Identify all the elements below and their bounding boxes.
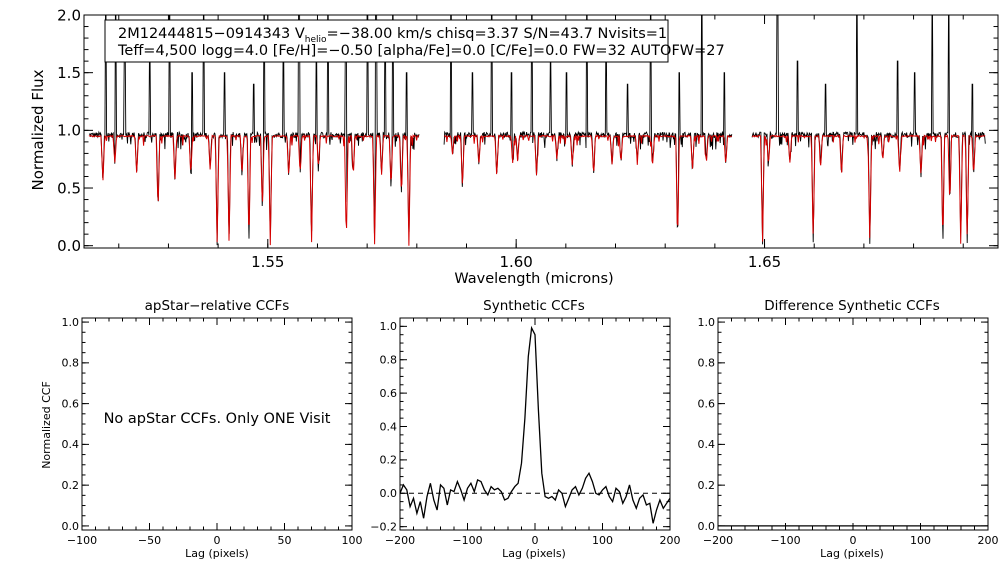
y-tick-label: 0.4 (698, 438, 716, 451)
model-spectrum-chip-2 (443, 133, 733, 226)
y-tick-label: 0.0 (57, 237, 81, 255)
x-tick-label: 100 (910, 534, 931, 547)
y-tick-label: 2.0 (57, 6, 81, 24)
apstar-ccf-x-axis-label: Lag (pixels) (185, 547, 249, 560)
spectrum-annotation-box: 2M12444815−0914343 Vhelio=−38.00 km/s ch… (104, 19, 725, 63)
y-tick-label: 0.6 (62, 397, 80, 410)
synthetic-ccf-panel: −200 −100 0 100 200 −0.2 0.0 0.2 0.4 0.6 0.8 1.0 Sy… (370, 298, 680, 560)
x-tick-label: 1.60 (499, 253, 532, 271)
y-tick-label: 0.2 (62, 479, 80, 492)
y-tick-label: 0.8 (380, 354, 398, 367)
difference-ccf-panel: −200 −100 0 100 200 0.0 0.2 0.4 0.6 0.8 1.0 Differ… (698, 298, 999, 560)
y-tick-label: −0.2 (370, 521, 397, 534)
x-tick-label: 1.55 (251, 253, 284, 271)
difference-ccf-title: Difference Synthetic CCFs (764, 298, 940, 314)
apstar-ccf-title: apStar−relative CCFs (145, 298, 290, 314)
annotation-line-2: Teff=4,500 logg=4.0 [Fe/H]=−0.50 [alpha/… (117, 43, 725, 59)
apstar-ccf-panel: −100 −50 0 50 100 0.0 0.2 0.4 0.6 0.8 1.0 apStar−r… (40, 298, 363, 560)
difference-ccf-x-axis-label: Lag (pixels) (820, 547, 884, 560)
y-tick-label: 0.8 (698, 357, 716, 370)
model-spectrum-chip-1 (88, 133, 420, 246)
spectrum-y-axis-label: Normalized Flux (29, 69, 47, 190)
y-tick-label: 1.0 (380, 320, 398, 333)
x-tick-label: −100 (452, 534, 482, 547)
annotation-line-1: 2M12444815−0914343 Vhelio=−38.00 km/s ch… (118, 26, 667, 45)
x-tick-label: 200 (978, 534, 999, 547)
x-tick-label: 200 (660, 534, 681, 547)
y-tick-label: 1.0 (698, 316, 716, 329)
y-tick-label: 0.2 (698, 479, 716, 492)
y-tick-label: 0.0 (698, 520, 716, 533)
y-tick-label: 0.0 (62, 520, 80, 533)
y-tick-label: 0.6 (698, 397, 716, 410)
y-tick-label: 0.2 (380, 454, 398, 467)
apstar-ccf-plot-frame (81, 317, 353, 531)
x-tick-label: −200 (385, 534, 415, 547)
y-tick-label: 1.5 (57, 64, 81, 82)
x-tick-label: 0 (850, 534, 857, 547)
x-tick-label: −200 (703, 534, 733, 547)
synthetic-ccf-curve (399, 325, 671, 524)
y-tick-label: 1.0 (57, 122, 81, 140)
apstar-ccf-no-data-message: No apStar CCFs. Only ONE Visit (104, 411, 331, 427)
y-tick-label: 1.0 (62, 316, 80, 329)
x-tick-label: 0 (214, 534, 221, 547)
y-tick-label: 0.4 (380, 420, 398, 433)
x-tick-label: 1.65 (748, 253, 781, 271)
model-spectrum-chip-3 (751, 134, 986, 244)
y-tick-label: 0.5 (57, 179, 81, 197)
y-tick-label: 0.6 (380, 387, 398, 400)
spectrum-plot-frame (83, 14, 999, 249)
synthetic-ccf-plot-frame (399, 317, 671, 531)
x-tick-label: −100 (67, 534, 97, 547)
x-tick-label: −100 (770, 534, 800, 547)
synthetic-ccf-x-axis-label: Lag (pixels) (502, 547, 566, 560)
synthetic-ccf-title: Synthetic CCFs (483, 298, 585, 314)
spectrum-panel: 1.55 1.60 1.65 0.0 0.5 1.0 1.5 2.0 2M12444815−0… (29, 6, 999, 287)
x-tick-label: 50 (278, 534, 292, 547)
x-tick-label: −50 (138, 534, 161, 547)
x-tick-label: 100 (592, 534, 613, 547)
x-tick-label: 100 (342, 534, 363, 547)
y-tick-label: 0.8 (62, 357, 80, 370)
spectrum-x-axis-label: Wavelength (microns) (454, 271, 613, 287)
y-tick-label: 0.0 (380, 487, 398, 500)
y-tick-label: 0.4 (62, 438, 80, 451)
difference-ccf-plot-frame (717, 317, 989, 531)
apstar-ccf-y-axis-label: Normalized CCF (40, 381, 53, 469)
x-tick-label: 0 (532, 534, 539, 547)
